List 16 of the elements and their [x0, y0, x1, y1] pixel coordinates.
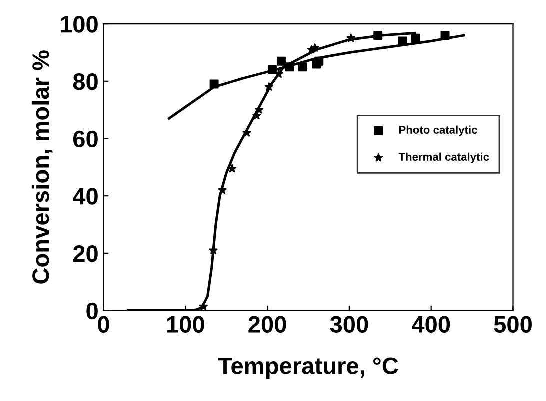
y-tick-label: 100 — [60, 16, 98, 33]
y-axis-title: Conversion, molar % — [32, 50, 53, 284]
x-tick-label: 100 — [167, 316, 204, 333]
y-tick-label: 80 — [73, 73, 98, 90]
y-tick-label: 40 — [72, 188, 98, 205]
y-tick-label: 60 — [73, 130, 98, 148]
x-tick-label: 400 — [412, 316, 450, 333]
x-tick-label: 500 — [494, 316, 532, 333]
x-tick-label: 300 — [330, 316, 368, 334]
y-tick-label: 0 — [86, 302, 98, 320]
y-tick-label: 20 — [73, 246, 98, 262]
x-axis-title: Temperature, °C — [218, 358, 398, 380]
x-tick-label: 0 — [98, 316, 110, 333]
legend-label: Thermal catalytic — [398, 152, 490, 164]
x-tick-label: 200 — [248, 316, 286, 333]
legend-label: Photo catalytic — [399, 126, 478, 136]
